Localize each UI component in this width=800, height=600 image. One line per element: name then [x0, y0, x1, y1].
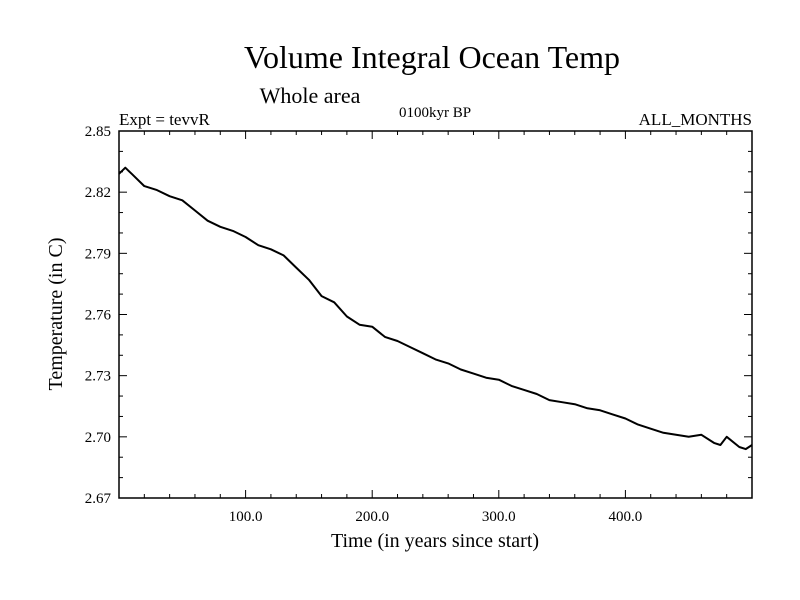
period-label: 0100kyr BP — [399, 105, 471, 121]
series-lines — [118, 166, 753, 451]
y-axis-ticks: 2.67 2.70 2.73 2.76 2.79 2.82 2.85 — [85, 124, 752, 507]
x-tick-label: 400.0 — [609, 509, 643, 525]
months-label: ALL_MONTHS — [639, 110, 752, 129]
x-axis-label: Time (in years since start) — [331, 530, 539, 552]
x-tick-label: 200.0 — [355, 509, 389, 525]
y-tick-label: 2.82 — [85, 185, 111, 201]
x-tick-label: 100.0 — [229, 509, 263, 525]
y-axis-label: Temperature (in C) — [45, 238, 67, 391]
y-tick-label: 2.67 — [85, 491, 112, 507]
y-tick-label: 2.79 — [85, 246, 111, 262]
chart-title: Volume Integral Ocean Temp — [244, 39, 620, 75]
y-tick-label: 2.85 — [85, 124, 111, 140]
experiment-label: Expt = tevvR — [119, 110, 210, 129]
plot-frame — [118, 130, 753, 499]
y-tick-label: 2.73 — [85, 369, 111, 385]
x-axis-ticks: 100.0 200.0 300.0 400.0 — [143, 131, 728, 525]
chart-subtitle: Whole area — [260, 83, 361, 108]
series-line — [118, 166, 753, 451]
y-tick-label: 2.76 — [85, 308, 112, 324]
x-tick-label: 300.0 — [482, 509, 516, 525]
y-tick-label: 2.70 — [85, 430, 111, 446]
